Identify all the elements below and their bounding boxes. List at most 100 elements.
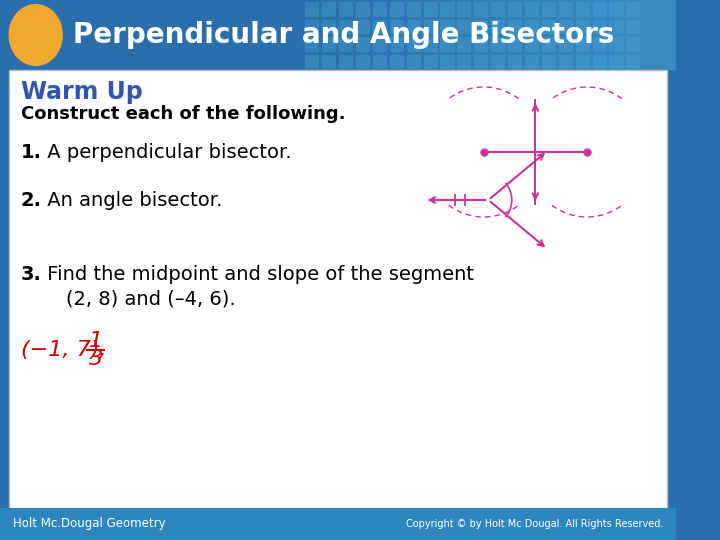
- Text: Warm Up: Warm Up: [21, 80, 143, 104]
- Bar: [339, 2, 353, 17]
- Bar: [322, 19, 336, 34]
- Bar: [373, 37, 387, 51]
- Bar: [351, 0, 372, 70]
- Bar: [636, 0, 656, 70]
- Bar: [626, 2, 641, 17]
- Bar: [356, 55, 370, 69]
- Bar: [525, 55, 539, 69]
- Bar: [373, 55, 387, 69]
- Bar: [407, 55, 420, 69]
- Bar: [453, 0, 473, 70]
- Bar: [305, 2, 319, 17]
- Bar: [525, 2, 539, 17]
- Bar: [433, 0, 453, 70]
- Bar: [593, 19, 607, 34]
- Text: An angle bisector.: An angle bisector.: [41, 191, 222, 210]
- Bar: [441, 2, 454, 17]
- Bar: [390, 2, 404, 17]
- Bar: [474, 19, 488, 34]
- Bar: [491, 55, 505, 69]
- Bar: [542, 37, 556, 51]
- Bar: [423, 2, 438, 17]
- Bar: [616, 0, 636, 70]
- Bar: [356, 2, 370, 17]
- Bar: [356, 19, 370, 34]
- Bar: [559, 2, 573, 17]
- Bar: [372, 0, 392, 70]
- Bar: [491, 37, 505, 51]
- Text: (2, 8) and (–4, 6).: (2, 8) and (–4, 6).: [41, 289, 236, 308]
- Text: 3.: 3.: [21, 266, 42, 285]
- Text: Perpendicular and Angle Bisectors: Perpendicular and Angle Bisectors: [73, 21, 615, 49]
- Bar: [407, 2, 420, 17]
- Bar: [508, 2, 522, 17]
- Bar: [441, 55, 454, 69]
- Bar: [473, 0, 494, 70]
- Bar: [390, 37, 404, 51]
- Bar: [626, 55, 641, 69]
- Bar: [373, 19, 387, 34]
- Bar: [322, 37, 336, 51]
- Bar: [610, 2, 624, 17]
- Bar: [656, 0, 676, 70]
- Bar: [390, 19, 404, 34]
- Text: Holt Mc.Dougal Geometry: Holt Mc.Dougal Geometry: [13, 517, 166, 530]
- Bar: [525, 19, 539, 34]
- Bar: [508, 55, 522, 69]
- Bar: [392, 0, 413, 70]
- Text: Construct each of the following.: Construct each of the following.: [21, 105, 345, 123]
- Bar: [407, 37, 420, 51]
- Text: (−1, 7),: (−1, 7),: [21, 340, 106, 360]
- Bar: [457, 19, 472, 34]
- Bar: [559, 37, 573, 51]
- Bar: [339, 19, 353, 34]
- Bar: [593, 2, 607, 17]
- Bar: [373, 2, 387, 17]
- Bar: [542, 55, 556, 69]
- Bar: [311, 0, 331, 70]
- Bar: [423, 19, 438, 34]
- Text: Find the midpoint and slope of the segment: Find the midpoint and slope of the segme…: [41, 266, 474, 285]
- Bar: [441, 37, 454, 51]
- Bar: [390, 55, 404, 69]
- Text: 1: 1: [89, 331, 103, 351]
- Text: Copyright © by Holt Mc Dougal. All Rights Reserved.: Copyright © by Holt Mc Dougal. All Right…: [405, 519, 663, 529]
- Bar: [494, 0, 514, 70]
- Bar: [559, 19, 573, 34]
- Bar: [423, 55, 438, 69]
- Bar: [9, 70, 667, 508]
- Bar: [457, 37, 472, 51]
- Bar: [626, 37, 641, 51]
- Bar: [322, 55, 336, 69]
- Bar: [534, 0, 554, 70]
- Bar: [413, 0, 433, 70]
- Bar: [0, 0, 676, 70]
- Text: 2.: 2.: [21, 191, 42, 210]
- Bar: [610, 55, 624, 69]
- Bar: [559, 55, 573, 69]
- Bar: [542, 19, 556, 34]
- Bar: [339, 37, 353, 51]
- Bar: [542, 2, 556, 17]
- Bar: [291, 0, 311, 70]
- Bar: [508, 37, 522, 51]
- Bar: [0, 508, 676, 540]
- Bar: [305, 37, 319, 51]
- Text: 3: 3: [89, 349, 103, 369]
- Bar: [610, 19, 624, 34]
- Bar: [525, 37, 539, 51]
- Bar: [356, 37, 370, 51]
- Bar: [514, 0, 534, 70]
- Bar: [554, 0, 575, 70]
- Bar: [491, 19, 505, 34]
- Bar: [331, 0, 351, 70]
- Bar: [474, 37, 488, 51]
- Bar: [593, 37, 607, 51]
- Bar: [491, 2, 505, 17]
- Bar: [407, 19, 420, 34]
- Bar: [576, 19, 590, 34]
- Bar: [595, 0, 616, 70]
- Bar: [626, 19, 641, 34]
- Bar: [457, 55, 472, 69]
- Bar: [575, 0, 595, 70]
